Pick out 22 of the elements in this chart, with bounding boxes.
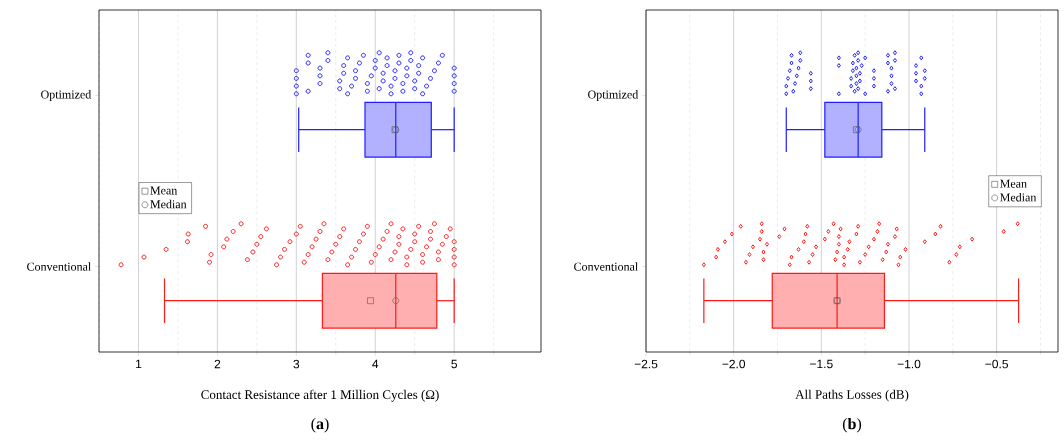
legend-label: Median <box>1000 193 1037 202</box>
x-tick-label: 5 <box>451 359 458 369</box>
y-tick-label: Conventional <box>27 262 91 271</box>
text: (a) <box>311 417 329 433</box>
x-tick-label: −1.0 <box>897 359 921 369</box>
legend-label: Median <box>150 199 187 209</box>
y-tick-label: Conventional <box>574 262 638 271</box>
x-axis-title: Contact Resistance after 1 Million Cycles (Ω) <box>201 389 439 402</box>
y-tick-label: Optimized <box>41 90 92 101</box>
x-tick-label: −1.5 <box>810 359 833 369</box>
x-tick-label: −0.5 <box>985 359 1008 369</box>
legend-label: Mean <box>150 186 178 195</box>
text: (b) <box>842 417 862 433</box>
x-tick-label: −2.0 <box>722 359 746 369</box>
x-axis-title: All Paths Losses (dB) <box>795 389 909 402</box>
y-tick-label: Optimized <box>588 90 639 101</box>
x-tick-label: 1 <box>136 359 142 369</box>
x-tick-label: 3 <box>293 359 300 369</box>
x-tick-label: 2 <box>214 359 221 369</box>
legend-label: Mean <box>1000 179 1027 188</box>
x-tick-label: −2.5 <box>634 359 658 369</box>
x-tick-label: 4 <box>372 359 379 369</box>
